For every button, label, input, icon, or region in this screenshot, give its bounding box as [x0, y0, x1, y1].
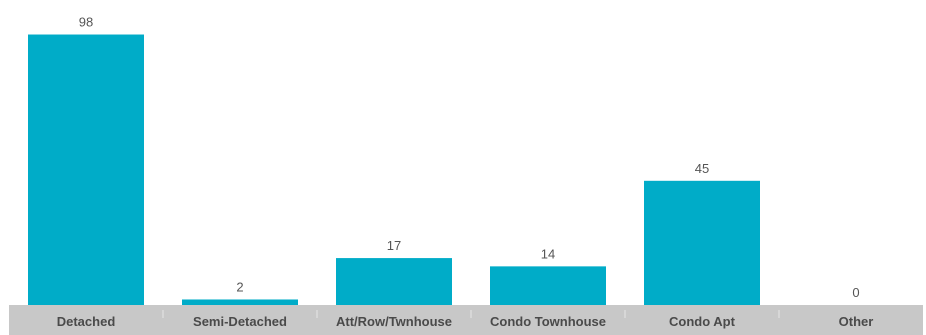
bar-condo-townhouse	[490, 266, 606, 305]
category-separators	[162, 310, 780, 318]
bars-group	[28, 34, 760, 306]
value-label: 98	[79, 15, 93, 30]
category-label: Condo Townhouse	[490, 314, 606, 329]
category-labels-group: Detached Semi-Detached Att/Row/Twnhouse Con…	[57, 314, 874, 329]
value-labels-group: 98 2 17 14 45 0	[79, 15, 860, 300]
category-label: Semi-Detached	[193, 314, 287, 329]
bar-detached	[28, 34, 144, 306]
value-label: 2	[236, 279, 243, 294]
value-label: 14	[541, 246, 555, 261]
value-label: 17	[387, 238, 401, 253]
bar-att-row-twnhouse	[336, 258, 452, 305]
value-label: 0	[852, 285, 859, 300]
category-label: Other	[839, 314, 874, 329]
category-label: Att/Row/Twnhouse	[336, 314, 452, 329]
category-label: Condo Apt	[669, 314, 736, 329]
category-label: Detached	[57, 314, 116, 329]
category-axis-band	[9, 305, 923, 335]
bar-semi-detached	[182, 299, 298, 305]
value-label: 45	[695, 161, 709, 176]
bar-condo-apt	[644, 180, 760, 305]
